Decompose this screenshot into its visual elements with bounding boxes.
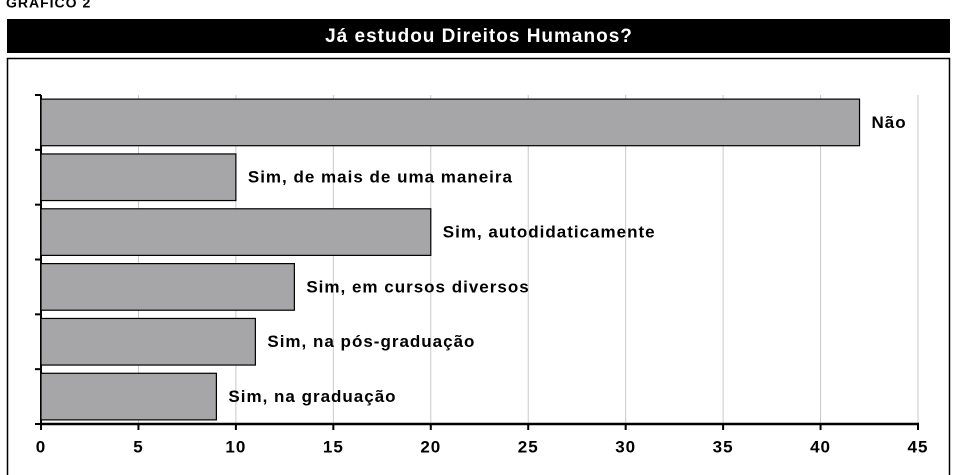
x-tick-label: 0 bbox=[36, 437, 46, 456]
x-tick-label: 5 bbox=[133, 437, 143, 456]
x-tick-label: 15 bbox=[323, 437, 344, 456]
figure-label: GRÁFICO 2 bbox=[6, 0, 91, 11]
bar bbox=[40, 98, 861, 147]
bar bbox=[40, 208, 432, 256]
chart-title: Já estudou Direitos Humanos? bbox=[325, 26, 633, 47]
x-tick-label: 40 bbox=[810, 437, 831, 456]
x-tick-label: 20 bbox=[420, 437, 441, 456]
x-tick-label: 30 bbox=[615, 437, 636, 456]
bar-label: Sim, em cursos diversos bbox=[306, 277, 529, 296]
bar bbox=[40, 317, 256, 366]
bar-label: Sim, na pós-graduação bbox=[267, 332, 475, 351]
bar-label: Sim, na graduação bbox=[228, 387, 396, 406]
chart-frame bbox=[6, 57, 951, 475]
bar-label: Não bbox=[872, 113, 907, 132]
bar bbox=[40, 153, 237, 202]
x-tick-label: 45 bbox=[908, 437, 929, 456]
bar bbox=[40, 372, 217, 421]
x-tick-label: 10 bbox=[225, 437, 246, 456]
x-tick-label: 35 bbox=[713, 437, 734, 456]
x-tick-label: 25 bbox=[518, 437, 539, 456]
bar bbox=[40, 263, 295, 311]
bar-label: Sim, de mais de uma maneira bbox=[248, 168, 513, 187]
bar-label: Sim, autodidaticamente bbox=[443, 223, 656, 242]
title-bar bbox=[7, 19, 950, 53]
